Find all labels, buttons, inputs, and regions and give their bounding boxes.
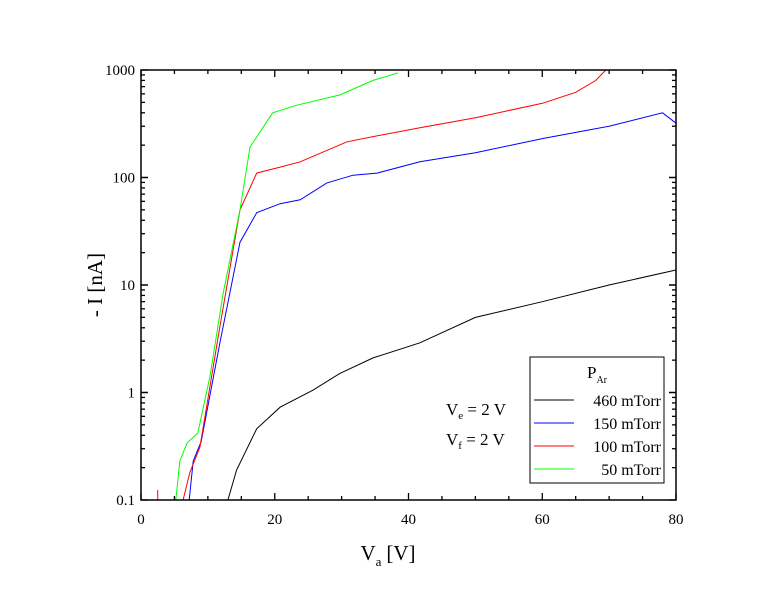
y-tick-label: 100 <box>113 171 136 187</box>
annotation-ve: Ve = 2 V <box>446 400 507 422</box>
y-tick-label: 1 <box>128 386 136 402</box>
legend-box <box>529 356 665 484</box>
y-tick-labels: 0.1 1 10 100 1000 <box>105 63 135 509</box>
x-tick-label: 60 <box>535 512 550 528</box>
x-tick-label: 80 <box>669 512 684 528</box>
x-tick-label: 20 <box>267 512 282 528</box>
legend-label: 460 mTorr <box>593 393 661 410</box>
y-tick-label: 1000 <box>105 63 135 79</box>
legend-label: 100 mTorr <box>593 439 661 456</box>
annotations: Ve = 2 V Vf = 2 V <box>446 400 507 452</box>
legend: PAr 460 mTorr 150 mTorr 100 mTorr 50 mTorr <box>529 356 665 484</box>
series-line-100-mtorr <box>182 69 607 501</box>
legend-label: 50 mTorr <box>601 462 661 479</box>
legend-title: PAr <box>587 363 608 386</box>
ticks <box>140 69 677 501</box>
y-tick-label: 0.1 <box>116 493 135 509</box>
y-tick-label: 10 <box>120 278 135 294</box>
annotation-vf: Vf = 2 V <box>446 430 505 452</box>
x-axis-label: Va [V] <box>360 541 415 569</box>
legend-label: 150 mTorr <box>593 416 661 433</box>
series-line-50-mtorr <box>175 72 398 501</box>
series-line-460-mtorr <box>227 269 677 501</box>
series-line-150-mtorr <box>188 112 677 501</box>
x-tick-label: 0 <box>137 512 145 528</box>
x-tick-label: 40 <box>401 512 416 528</box>
y-axis-label: - I [nA] <box>83 253 107 317</box>
series-layer <box>157 69 677 501</box>
x-tick-labels: 0 20 40 60 80 <box>137 512 683 528</box>
